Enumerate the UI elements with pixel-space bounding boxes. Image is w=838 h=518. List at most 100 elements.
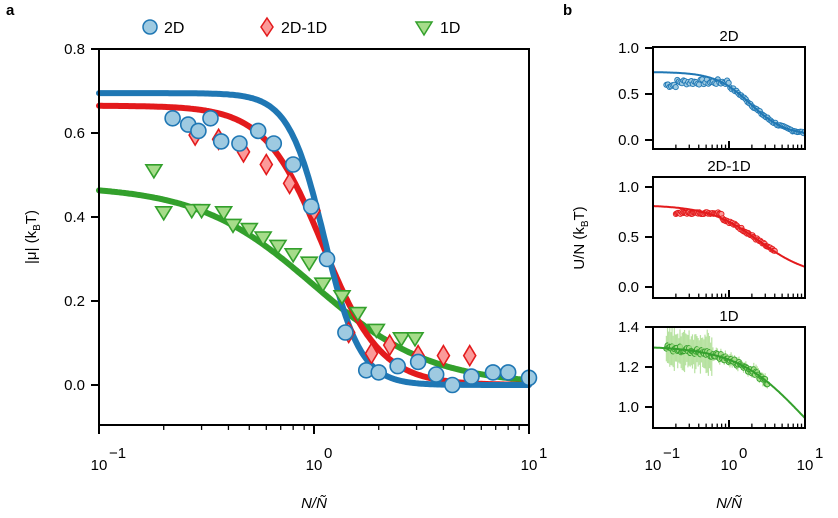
data-point-2d-1d <box>436 344 451 368</box>
data-point-1d <box>268 239 288 255</box>
data-point-2d <box>484 364 502 381</box>
subpanel-frame <box>652 46 806 150</box>
data-point-2d <box>265 135 283 152</box>
data-point-2d-1d <box>382 333 397 357</box>
y-tick-label: 1.4 <box>618 319 639 336</box>
fit-curve-2d-1d <box>96 102 532 388</box>
data-point-2d <box>202 110 219 127</box>
data-point-1d <box>192 203 212 220</box>
data-point-2d <box>212 133 230 150</box>
fit-curve-1d <box>653 346 805 419</box>
legend: 2D 2D-1D 1D <box>142 16 460 38</box>
data-point-2d <box>164 110 181 127</box>
data-point-2d <box>672 84 679 91</box>
data-point-2d <box>302 198 320 215</box>
data-point-2d <box>463 368 480 385</box>
x-tick-exponent: −1 <box>663 445 680 462</box>
data-points <box>144 110 538 394</box>
data-point-1d <box>154 206 174 222</box>
legend-entry-2d-1d: 2D-1D <box>260 16 327 38</box>
x-tick-exponent: 0 <box>739 445 747 462</box>
x-tick-label: 10 <box>721 457 738 474</box>
x-tick-exponent: 1 <box>815 445 823 462</box>
data-point-2d <box>389 357 406 375</box>
legend-label-1d: 1D <box>440 20 460 37</box>
legend-marker-2d <box>142 19 158 35</box>
data-point-2d <box>284 156 302 173</box>
y-tick-label: 0.5 <box>618 86 639 103</box>
data-point-1d <box>239 222 259 239</box>
b-y-axis-title-sub: B <box>580 220 591 227</box>
data-point-2d-1d <box>282 171 297 195</box>
b-x-axis-title: N/Ñ <box>716 495 742 512</box>
data-point-1d <box>283 248 303 264</box>
data-point-2d <box>444 376 461 394</box>
panel-a-label: a <box>6 2 15 19</box>
data-point-1d <box>214 206 234 222</box>
legend-label-2d-1d: 2D-1D <box>281 20 327 37</box>
data-point-1d <box>348 306 368 323</box>
data-point-1d <box>299 256 319 272</box>
fit-curve-1d <box>96 187 532 384</box>
y-tick-label: 0.4 <box>64 209 85 226</box>
data-point-2d <box>231 135 248 152</box>
y-tick-label: 0.0 <box>618 279 639 296</box>
subpanel-frame <box>652 176 806 299</box>
x-tick-label: 10 <box>521 457 538 474</box>
legend-label-2d: 2D <box>164 20 184 37</box>
data-point-2d <box>409 353 427 371</box>
data-point-1d <box>253 231 273 247</box>
fit-curve-2d <box>96 90 532 388</box>
subpanel-plot-area <box>653 71 805 137</box>
y-axis-title: |μ| (kBT) <box>23 210 43 264</box>
b-y-axis-title-main: U/N (k <box>571 227 588 270</box>
y-tick-label: 0.2 <box>64 293 85 310</box>
y-axis-title-sub: B <box>32 224 43 231</box>
data-point-2d-1d <box>259 152 274 177</box>
panel-b-charts: 2D 0.0 0.5 1.0 2D-1D 0.0 0.5 1.0 1D 1.0 1.2 1.… <box>571 28 823 512</box>
data-point-2d-1d <box>462 344 477 368</box>
data-point-2d <box>499 364 517 381</box>
fit-curves <box>96 90 532 388</box>
data-point-1d <box>405 332 425 348</box>
y-tick-label: 0.0 <box>64 377 85 394</box>
subpanel-2d: 2D 0.0 0.5 1.0 <box>618 28 806 150</box>
subpanel-title-2d: 2D <box>719 28 738 45</box>
subpanel-plot-area <box>653 327 805 419</box>
y-axis-title-end: T) <box>23 210 40 224</box>
subpanel-plot-area <box>653 205 805 268</box>
x-tick-label: 10 <box>91 457 108 474</box>
data-point-2d-1d <box>364 341 379 366</box>
y-tick-label: 0.5 <box>618 229 639 246</box>
x-axis-title: N/Ñ <box>301 495 327 512</box>
data-point-1d <box>366 323 386 339</box>
data-point-2d <box>318 250 336 268</box>
subpanel-title-1d: 1D <box>719 308 738 325</box>
y-tick-label: 1.0 <box>618 40 639 57</box>
data-point-1d <box>313 277 333 293</box>
y-axis-title-main: |μ| (k <box>23 230 40 264</box>
x-tick-label: 10 <box>306 457 323 474</box>
y-tick-label: 1.2 <box>618 359 639 376</box>
subpanel-title-2d-1d: 2D-1D <box>707 158 751 175</box>
legend-marker-1d <box>414 21 434 37</box>
data-point-2d <box>427 366 445 383</box>
x-tick-exponent: 0 <box>324 445 332 462</box>
y-tick-label: 0.6 <box>64 125 85 142</box>
data-point-1d <box>223 218 243 234</box>
legend-marker-2d-1d <box>260 16 274 38</box>
y-tick-label: 1.0 <box>618 179 639 196</box>
legend-entry-2d: 2D <box>142 19 184 37</box>
x-tick-exponent: 1 <box>539 445 547 462</box>
x-tick-exponent: −1 <box>109 445 126 462</box>
data-point-2d <box>337 324 354 341</box>
data-point-1d <box>332 290 352 306</box>
b-y-axis-title: U/N (kBT) <box>571 206 591 269</box>
y-tick-label: 0.0 <box>618 132 639 149</box>
data-point-2d <box>370 364 388 381</box>
panel-b-label: b <box>563 2 572 19</box>
